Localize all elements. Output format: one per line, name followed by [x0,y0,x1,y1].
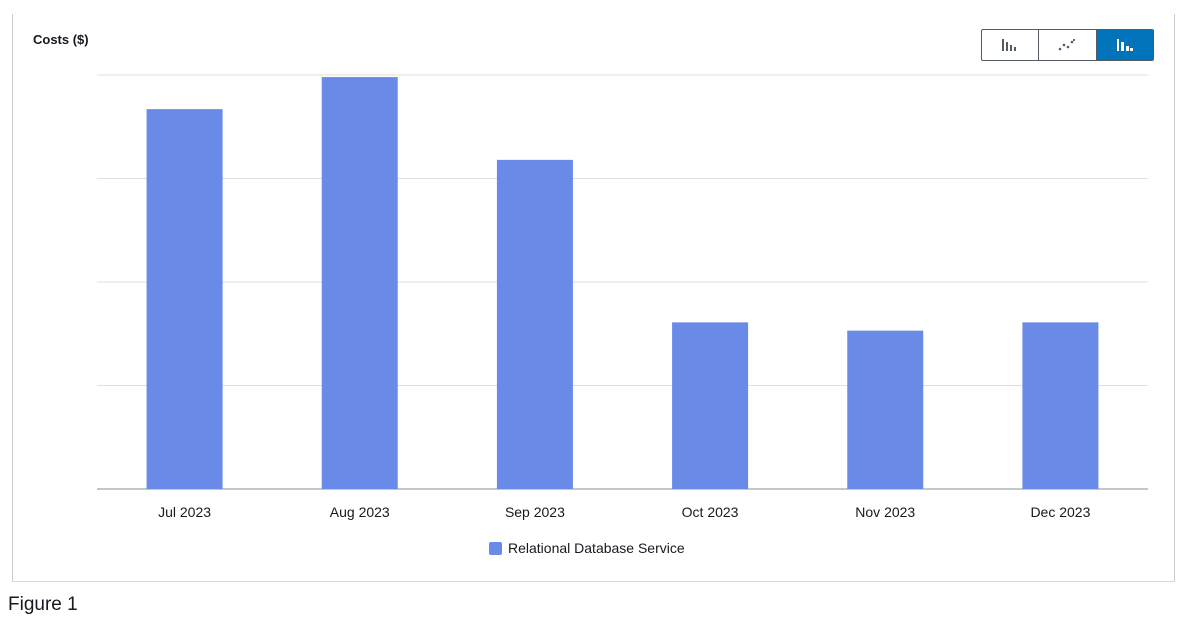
bar[interactable] [847,330,924,489]
x-tick-label: Sep 2023 [505,504,565,520]
line-chart-button[interactable] [1039,30,1097,60]
chart-type-toggle [981,29,1154,61]
x-tick-label: Oct 2023 [682,504,739,520]
figure-caption: Figure 1 [8,594,78,615]
stacked-bar-chart-button[interactable] [1096,30,1153,60]
bar[interactable] [146,109,223,489]
legend: Relational Database Service [489,540,685,556]
stacked-bar-chart-icon [1116,39,1133,51]
y-axis-title: Costs ($) [33,32,89,47]
x-tick-label: Aug 2023 [330,504,390,520]
bar[interactable] [1022,322,1099,489]
x-tick-label: Dec 2023 [1030,504,1090,520]
x-tick-label: Jul 2023 [158,504,211,520]
bar[interactable] [496,159,573,489]
bar[interactable] [321,77,398,489]
bar-chart-icon [1002,39,1017,51]
legend-label: Relational Database Service [508,540,685,556]
legend-swatch [489,541,502,555]
line-chart-icon [1059,38,1076,51]
bar[interactable] [672,322,749,489]
x-tick-label: Nov 2023 [855,504,915,520]
bar-chart-button[interactable] [982,30,1040,60]
